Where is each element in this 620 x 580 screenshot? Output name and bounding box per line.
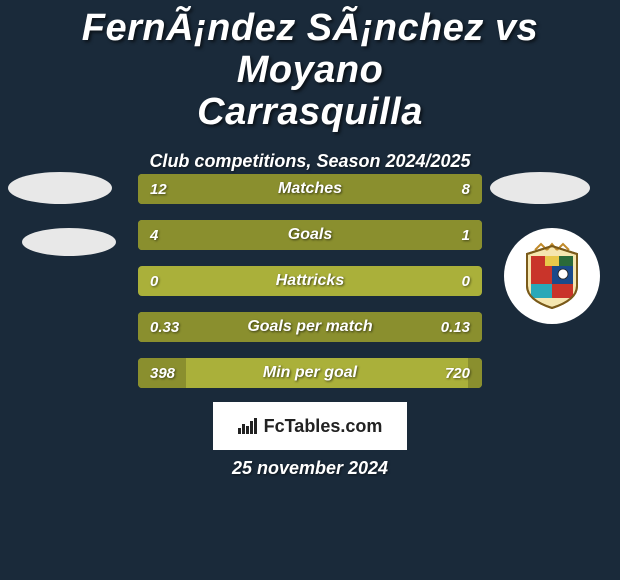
date-text: 25 november 2024 — [0, 458, 620, 479]
stat-label: Hattricks — [138, 266, 482, 296]
bars-icon — [238, 418, 258, 434]
stat-label: Goals — [138, 220, 482, 250]
club-badge-right — [504, 228, 600, 324]
title-line-2: Carrasquilla — [197, 91, 423, 133]
footer-brand: FcTables.com — [213, 402, 407, 450]
shield-icon — [523, 242, 581, 310]
page-title: FernÃ¡ndez SÃ¡nchez vs Moyano Carrasquil… — [0, 0, 620, 133]
player-left-avatar-top — [8, 172, 112, 204]
footer-brand-text: FcTables.com — [264, 416, 383, 437]
stat-row: 41Goals — [138, 220, 482, 250]
stat-row: 00Hattricks — [138, 266, 482, 296]
player-left-avatar-bottom — [22, 228, 116, 256]
stat-row: 0.330.13Goals per match — [138, 312, 482, 342]
title-line-1: FernÃ¡ndez SÃ¡nchez vs Moyano — [82, 7, 539, 91]
stats-bars: 128Matches 41Goals 00Hattricks 0.330.13Goal… — [138, 174, 482, 404]
stat-label: Goals per match — [138, 312, 482, 342]
stat-label: Min per goal — [138, 358, 482, 388]
subtitle: Club competitions, Season 2024/2025 — [0, 151, 620, 172]
stat-label: Matches — [138, 174, 482, 204]
stat-row: 398720Min per goal — [138, 358, 482, 388]
player-right-avatar-top — [490, 172, 590, 204]
stat-row: 128Matches — [138, 174, 482, 204]
